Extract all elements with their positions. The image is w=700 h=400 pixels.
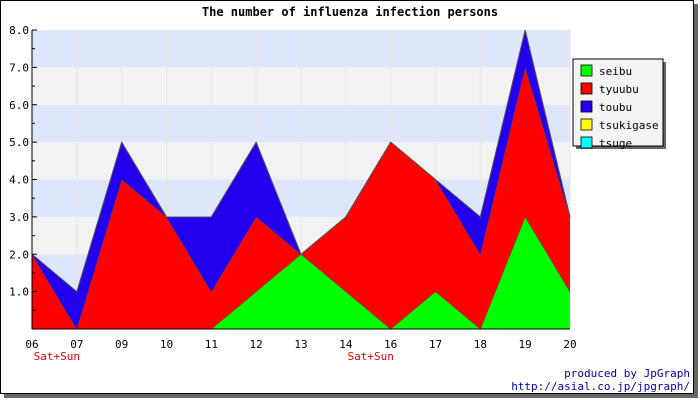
x-tick-label: 10 xyxy=(160,338,173,351)
area-series-tyuubu xyxy=(32,67,570,329)
y-tick-label: 2.0 xyxy=(9,248,29,261)
area-series-seibu xyxy=(32,216,570,329)
x-tick-label: 19 xyxy=(519,338,532,351)
legend-label-tyuubu: tyuubu xyxy=(599,83,639,96)
x-tick-label: 13 xyxy=(294,338,307,351)
legend-label-tsuge: tsuge xyxy=(599,137,632,150)
legend-swatch-seibu xyxy=(580,64,593,77)
legend-swatch-tsuge xyxy=(580,136,593,149)
y-tick-label: 7.0 xyxy=(9,61,29,74)
x-tick-label: 12 xyxy=(250,338,263,351)
x-tick-label: 07 xyxy=(70,338,83,351)
x-tick-label: 09 xyxy=(115,338,128,351)
legend: seibu tyuubu toubu tsukigase tsuge xyxy=(572,58,666,150)
x-tick-label: 14 xyxy=(339,338,353,351)
x-tick-label: 11 xyxy=(205,338,218,351)
area-series-toubu xyxy=(32,30,570,329)
x-tick-label: 18 xyxy=(474,338,487,351)
legend-swatch-tsukigase xyxy=(580,118,593,131)
series-line-tsuge xyxy=(31,29,571,293)
x-tick-label: 16 xyxy=(384,338,397,351)
y-tick-label: 4.0 xyxy=(9,174,29,187)
area-series xyxy=(31,29,571,330)
weekend-label: Sat+Sun xyxy=(347,350,393,363)
footer-url[interactable]: http://asial.co.jp/jpgraph/ xyxy=(511,380,690,393)
y-tick-label: 1.0 xyxy=(9,286,29,299)
legend-swatch-tyuubu xyxy=(580,82,593,95)
x-tick-label: 20 xyxy=(563,338,576,351)
x-tick-label: 06 xyxy=(25,338,38,351)
axes xyxy=(31,29,570,330)
chart-title: The number of influenza infection person… xyxy=(202,5,498,19)
y-tick-labels: 1.0 2.0 3.0 4.0 5.0 6.0 7.0 8.0 xyxy=(9,24,29,299)
legend-label-tsukigase: tsukigase xyxy=(599,119,659,132)
y-tick-label: 8.0 xyxy=(9,24,29,37)
y-tick-label: 6.0 xyxy=(9,99,29,112)
legend-swatch-toubu xyxy=(580,100,593,113)
weekend-label: Sat+Sun xyxy=(34,350,80,363)
legend-label-toubu: toubu xyxy=(599,101,632,114)
legend-label-seibu: seibu xyxy=(599,65,632,78)
x-tick-label: 17 xyxy=(429,338,442,351)
y-tick-label: 3.0 xyxy=(9,211,29,224)
footer-credit: produced by JpGraph xyxy=(564,367,690,380)
y-tick-label: 5.0 xyxy=(9,136,29,149)
